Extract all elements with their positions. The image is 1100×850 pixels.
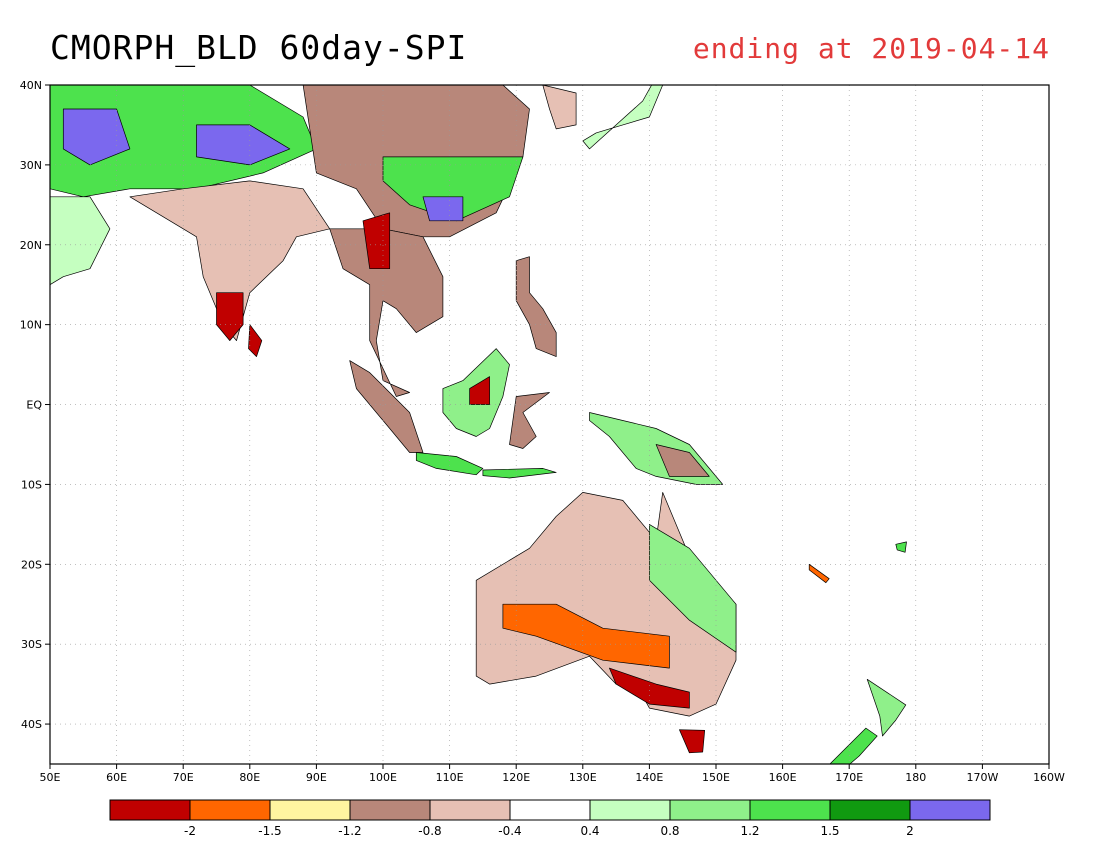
- hunan-blob: [422, 196, 464, 222]
- lon-tick-label: 180: [905, 771, 926, 784]
- philippines: [515, 256, 557, 357]
- australia-interior-dry: [502, 603, 670, 669]
- arabia: [50, 196, 111, 286]
- colorbar-label: -1.5: [258, 824, 281, 838]
- png-dry: [655, 444, 710, 477]
- lat-tick-label: 40N: [20, 79, 42, 92]
- tibet-blob: [196, 124, 291, 166]
- lon-tick-label: 70E: [173, 771, 194, 784]
- sri-lanka: [248, 324, 263, 357]
- colorbar-label: -2: [184, 824, 196, 838]
- lon-tick-label: 110E: [436, 771, 464, 784]
- australia-south-dry: [609, 667, 690, 709]
- lat-tick-label: 40S: [21, 718, 42, 731]
- lat-tick-label: 10S: [21, 478, 42, 491]
- lat-tick-label: 20N: [20, 239, 42, 252]
- lat-tick-label: 30N: [20, 159, 42, 172]
- land-layer: [50, 85, 907, 764]
- colorbar-swatch: [429, 799, 511, 821]
- graticule: [50, 85, 1049, 764]
- map-subtitle: ending at 2019-04-14: [692, 32, 1050, 65]
- indochina: [329, 228, 444, 397]
- colorbar-swatch: [109, 799, 191, 821]
- lon-tick-label: 160W: [1033, 771, 1065, 784]
- lon-tick-label: 120E: [502, 771, 530, 784]
- lon-tick-label: 150E: [702, 771, 730, 784]
- lon-tick-label: 160E: [769, 771, 797, 784]
- colorbar-label: 0.4: [580, 824, 599, 838]
- myanmar-dry: [362, 212, 391, 270]
- colorbar-swatch: [269, 799, 351, 821]
- korea: [542, 85, 577, 130]
- colorbar-swatch: [349, 799, 431, 821]
- colorbar-swatch: [589, 799, 671, 821]
- colorbar-swatch: [509, 799, 591, 821]
- colorbar-label: -0.4: [498, 824, 521, 838]
- lon-tick-label: 170W: [966, 771, 998, 784]
- lon-tick-label: 60E: [106, 771, 127, 784]
- colorbar-swatch: [829, 799, 911, 821]
- borneo-dry: [469, 376, 490, 405]
- nz-south: [829, 727, 878, 764]
- lat-tick-label: 20S: [21, 558, 42, 571]
- new-caledonia: [808, 563, 830, 584]
- longitude-ticks: 50E 60E 70E 80E 90E 100E 110E 120E 130E 140E 150E 1…: [40, 764, 1065, 784]
- colorbar-swatch: [669, 799, 751, 821]
- colorbar-label: 1.5: [820, 824, 839, 838]
- colorbar-label: 2: [906, 824, 914, 838]
- colorbar-swatch: [749, 799, 831, 821]
- lon-tick-label: 80E: [239, 771, 260, 784]
- colorbar-label: -1.2: [338, 824, 361, 838]
- nz-north: [866, 678, 907, 737]
- india: [129, 180, 331, 341]
- lon-tick-label: 170E: [835, 771, 863, 784]
- japan: [582, 85, 664, 150]
- java: [415, 452, 484, 476]
- latitude-ticks: 40N 30N 20N 10N EQ 10S 20S 30S 40S: [20, 79, 50, 731]
- tasmania: [679, 729, 706, 754]
- south-india-dry: [216, 292, 244, 341]
- iran-blob: [62, 108, 131, 166]
- lon-tick-label: 130E: [569, 771, 597, 784]
- colorbar-label: 1.2: [740, 824, 759, 838]
- sumatra: [349, 360, 424, 453]
- lon-tick-label: 100E: [369, 771, 397, 784]
- colorbar-label: -0.8: [418, 824, 441, 838]
- lon-tick-label: 140E: [635, 771, 663, 784]
- lesser-sunda: [482, 468, 557, 479]
- fiji: [895, 541, 907, 553]
- colorbar-swatch: [189, 799, 271, 821]
- map-title: CMORPH_BLD 60day-SPI: [50, 28, 468, 67]
- colorbar: -2 -1.5 -1.2 -0.8 -0.4 0.4 0.8 1.2 1.5 2: [109, 799, 991, 838]
- colorbar-swatch: [909, 799, 991, 821]
- lat-tick-label: EQ: [26, 399, 42, 412]
- lat-tick-label: 10N: [20, 319, 42, 332]
- sulawesi: [509, 392, 550, 449]
- lon-tick-label: 50E: [40, 771, 61, 784]
- map-frame: [49, 84, 1050, 765]
- lat-tick-label: 30S: [21, 638, 42, 651]
- colorbar-label: 0.8: [660, 824, 679, 838]
- lon-tick-label: 90E: [306, 771, 327, 784]
